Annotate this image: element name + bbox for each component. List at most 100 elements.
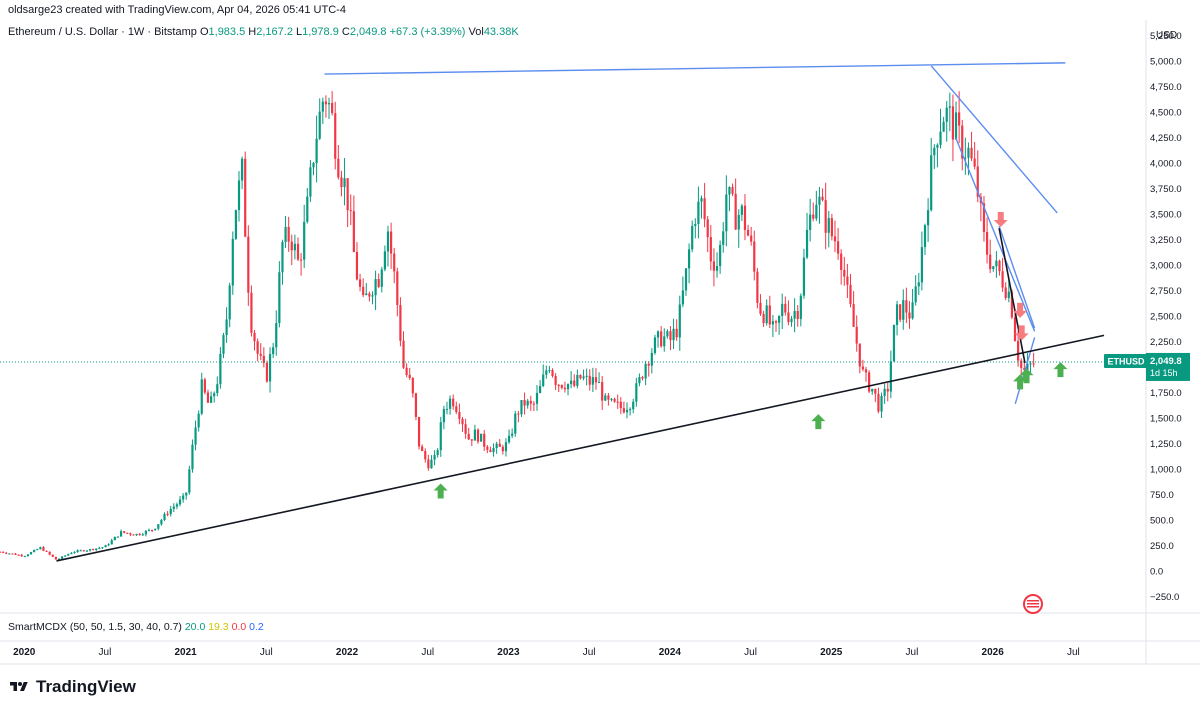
candle-body	[681, 290, 684, 305]
candle-body	[830, 218, 833, 237]
candle-body	[374, 279, 377, 296]
symbol-name[interactable]: Ethereum / U.S. Dollar · 1W · Bitstamp	[8, 26, 197, 38]
candle-body	[331, 103, 334, 114]
candle-body	[610, 398, 613, 400]
buy-arrow-icon	[433, 483, 448, 499]
candle-body	[315, 138, 318, 164]
candle-body	[672, 328, 675, 341]
candle-body	[144, 530, 147, 535]
volume-label: Vol	[468, 26, 484, 38]
candle-body	[604, 395, 607, 401]
candle-body	[740, 205, 743, 215]
candle-body	[579, 374, 582, 379]
candle-body	[644, 363, 647, 379]
candle-body	[613, 398, 616, 402]
candle-body	[126, 532, 129, 534]
candle-body	[939, 131, 942, 145]
ath-resistance-line[interactable]	[324, 62, 1066, 75]
candle-body	[303, 221, 306, 260]
low-value: 1,978.9	[302, 26, 339, 38]
long-term-support-line[interactable]	[56, 334, 1105, 562]
candle-body	[346, 178, 349, 211]
y-tick-label: 1,250.0	[1150, 439, 1182, 450]
y-tick-label: 5,250.0	[1150, 31, 1182, 42]
signal-markers	[433, 212, 1068, 614]
candle-body	[548, 370, 551, 372]
candle-body	[427, 459, 430, 469]
candle-body	[582, 376, 585, 379]
candle-body	[1020, 360, 1023, 368]
candle-body	[750, 235, 753, 242]
candle-body	[8, 553, 11, 555]
candle-body	[355, 251, 359, 280]
candle-body	[982, 203, 986, 232]
currency-label: USD	[1156, 30, 1177, 41]
candle-body	[169, 508, 172, 515]
candle-body	[101, 547, 104, 549]
candle-body	[535, 392, 539, 404]
candle-body	[244, 158, 247, 237]
candle-body	[411, 377, 414, 394]
candle-body	[905, 300, 908, 313]
candle-body	[998, 260, 1001, 272]
candle-body	[390, 231, 393, 254]
y-tick-label: 2,250.0	[1150, 337, 1182, 348]
candle-body	[812, 214, 815, 219]
buy-arrow-icon	[1019, 368, 1034, 384]
high-label: H	[248, 26, 257, 38]
candle-body	[433, 455, 436, 460]
short-descending-line[interactable]	[998, 228, 1026, 364]
candle-body	[138, 533, 141, 535]
drawn-trend-lines[interactable]	[56, 62, 1105, 562]
x-tick-label: Jul	[421, 647, 434, 658]
candle-body	[489, 449, 492, 453]
buy-arrow-shape	[1019, 368, 1034, 384]
price-badge-value: 2,049.8	[1150, 356, 1182, 367]
candle-body	[296, 243, 300, 260]
wedge-upper-line-2[interactable]	[998, 225, 1036, 329]
candle-body	[343, 178, 346, 188]
wedge-upper-line[interactable]	[954, 137, 1036, 332]
candle-body	[119, 531, 123, 537]
candle-body	[933, 147, 936, 156]
tradingview-branding[interactable]: TradingView	[8, 676, 136, 698]
candle-body	[526, 400, 529, 406]
candle-body	[461, 418, 464, 425]
candle-body	[936, 144, 939, 148]
candle-body	[930, 155, 933, 211]
symbol-legend[interactable]: Ethereum / U.S. Dollar · 1W · Bitstamp O…	[8, 24, 519, 40]
y-tick-label: 2,750.0	[1150, 286, 1182, 297]
flag-stripe	[1027, 603, 1039, 605]
candle-body	[88, 549, 92, 551]
candle-body	[514, 413, 517, 434]
candle-body	[104, 545, 107, 548]
candle-body	[784, 303, 787, 313]
candle-body	[275, 323, 278, 348]
candle-body	[368, 293, 371, 297]
candle-body	[17, 554, 20, 556]
y-tick-label: 250.0	[1150, 541, 1174, 552]
candle-body	[663, 336, 666, 347]
ath-descending-line[interactable]	[930, 65, 1058, 214]
sell-arrow-shape	[993, 212, 1008, 228]
candle-body	[818, 196, 821, 205]
candle-body	[82, 550, 85, 552]
indicator-name[interactable]: SmartMCDX (50, 50, 1.5, 30, 40, 0.7)	[8, 621, 182, 633]
y-tick-label: 1,750.0	[1150, 388, 1182, 399]
candle-body	[67, 554, 70, 556]
candle-body	[14, 553, 17, 555]
candle-body	[697, 201, 700, 224]
candle-body	[498, 443, 501, 447]
price-badge-countdown: 1d 15h	[1150, 368, 1178, 378]
indicator-legend[interactable]: SmartMCDX (50, 50, 1.5, 30, 40, 0.7) 20.…	[8, 619, 264, 635]
candle-body	[396, 271, 399, 306]
candle-body	[840, 253, 843, 270]
candle-body	[147, 529, 151, 531]
candle-body	[76, 550, 79, 552]
sell-arrow-icon	[1013, 302, 1028, 318]
candle-body	[753, 241, 756, 272]
x-tick-label: Jul	[744, 647, 757, 658]
candle-body	[54, 556, 57, 560]
candle-body	[805, 229, 809, 258]
